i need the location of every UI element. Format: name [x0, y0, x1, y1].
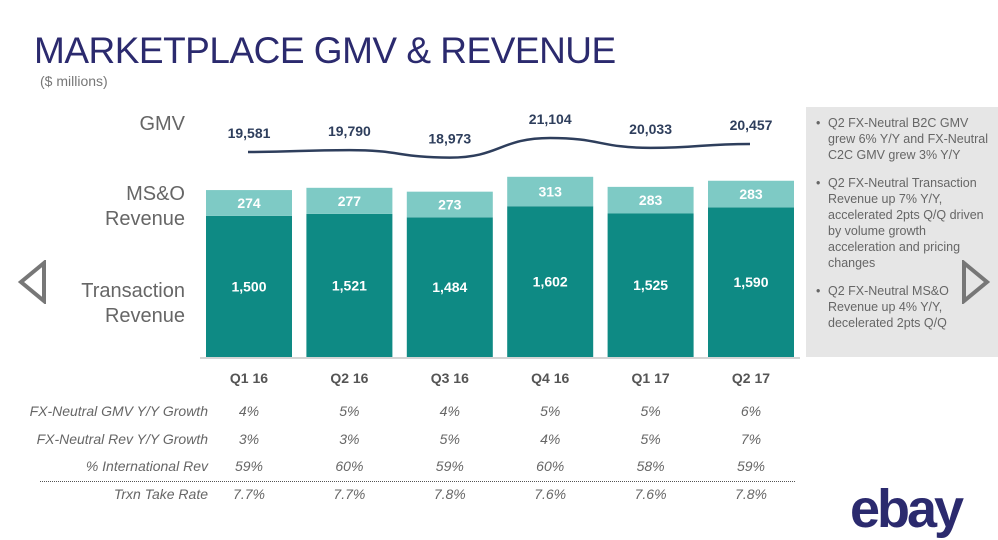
table-row-label: % International Rev: [85, 458, 208, 474]
table-cell: 7.6%: [534, 486, 567, 502]
ebay-logo: ebay: [850, 479, 964, 539]
bar-mso: [306, 187, 393, 214]
gmv-value: 19,581: [228, 125, 271, 141]
table-cell: 7.8%: [735, 486, 767, 502]
gmv-label: GMV: [139, 113, 185, 135]
label-transaction: 1,590: [733, 274, 768, 290]
label-mso: 273: [438, 197, 462, 213]
bar-mso: [406, 191, 493, 218]
category-label: Q2 16: [330, 370, 368, 386]
commentary-panel: Q2 FX-Neutral B2C GMV grew 6% Y/Y and FX…: [806, 107, 998, 357]
table-cell: 5%: [640, 431, 661, 447]
category-label: Q3 16: [431, 370, 469, 386]
label-transaction: 1,602: [533, 274, 568, 290]
bar-mso: [708, 180, 794, 208]
label-mso: 313: [539, 184, 563, 200]
subtitle: ($ millions): [40, 73, 108, 89]
table-cell: 7%: [740, 431, 762, 447]
table-cell: 7.6%: [634, 486, 667, 502]
bullet: Q2 FX-Neutral MS&O Revenue up 4% Y/Y, de…: [816, 283, 992, 331]
label-mso: 274: [237, 195, 261, 211]
table-cell: 5%: [439, 431, 460, 447]
category-label: Q1 17: [632, 370, 670, 386]
table-cell: 60%: [536, 458, 565, 474]
table-divider: [40, 481, 795, 482]
label-mso: 277: [338, 193, 362, 209]
gmv-value: 20,033: [629, 121, 672, 137]
txn-label: Transaction Revenue: [81, 280, 185, 327]
category-label: Q2 17: [732, 370, 770, 386]
bar-transaction: [607, 213, 694, 357]
bar-mso: [507, 176, 594, 207]
table-cell: 5%: [640, 403, 661, 419]
bar-transaction: [507, 206, 594, 357]
label-transaction: 1,484: [432, 279, 467, 295]
table-cell: 60%: [335, 458, 364, 474]
table-cell: 5%: [339, 403, 360, 419]
table-cell: 6%: [740, 403, 762, 419]
label-transaction: 1,525: [633, 277, 668, 293]
table-cell: 59%: [435, 458, 464, 474]
table-cell: 58%: [636, 458, 665, 474]
prev-arrow-icon[interactable]: [16, 260, 48, 304]
table-cell: 4%: [238, 403, 260, 419]
table-cell: 7.7%: [233, 486, 265, 502]
page-title: MARKETPLACE GMV & REVENUE: [34, 30, 616, 71]
table-cell: 3%: [238, 431, 260, 447]
bar-transaction: [708, 207, 794, 357]
bar-transaction: [406, 217, 493, 357]
category-label: Q4 16: [531, 370, 569, 386]
table-cell: 4%: [439, 403, 460, 419]
category-label: Q1 16: [230, 370, 268, 386]
next-arrow-icon[interactable]: [960, 260, 992, 304]
chart: 1,500 274 Q1 16 1,521 277 Q2 16 1,484 273 Q3 16 1…: [200, 111, 800, 386]
table-cell: 7.8%: [433, 486, 466, 502]
table-cell: 59%: [234, 458, 264, 474]
table-row-label: FX-Neutral GMV Y/Y Growth: [29, 403, 208, 419]
bar-transaction: [306, 213, 393, 357]
table-row-label: FX-Neutral Rev Y/Y Growth: [36, 431, 208, 447]
bar-transaction: [206, 215, 292, 357]
bullet: Q2 FX-Neutral Transaction Revenue up 7% …: [816, 175, 992, 271]
table-cell: 4%: [540, 431, 561, 447]
table-cell: 7.7%: [333, 486, 366, 502]
bar-mso: [206, 190, 292, 216]
table-cell: 5%: [540, 403, 561, 419]
mso-label: MS&O Revenue: [104, 183, 185, 230]
gmv-value: 19,790: [328, 123, 371, 139]
gmv-value: 20,457: [730, 117, 773, 133]
label-mso: 283: [739, 186, 763, 202]
table-cell: 3%: [339, 431, 360, 447]
bullet: Q2 FX-Neutral B2C GMV grew 6% Y/Y and FX…: [816, 115, 992, 163]
label-transaction: 1,500: [231, 278, 266, 294]
gmv-line: [247, 136, 751, 159]
label-mso: 283: [639, 192, 663, 208]
gmv-value: 18,973: [428, 131, 471, 147]
bar-mso: [607, 186, 694, 214]
table-cell: 59%: [736, 458, 766, 474]
label-transaction: 1,521: [332, 277, 367, 293]
table-row-label: Trxn Take Rate: [113, 486, 208, 502]
gmv-value: 21,104: [529, 111, 572, 127]
